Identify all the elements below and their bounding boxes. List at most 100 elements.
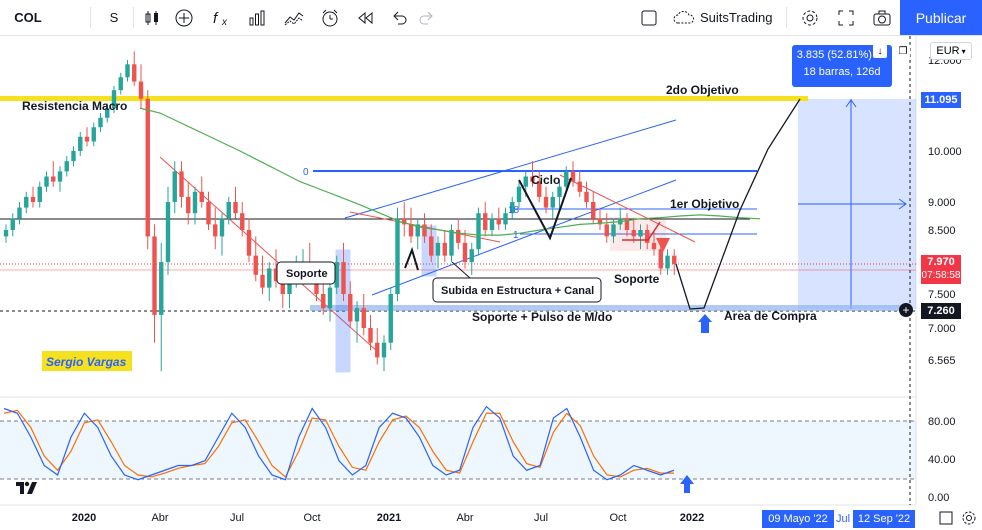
first-target-label: 1er Objetivo bbox=[670, 197, 739, 211]
candle-body bbox=[273, 268, 279, 282]
symbol-search[interactable]: COL bbox=[14, 10, 42, 25]
expand-icon[interactable] bbox=[834, 0, 858, 35]
candle-body bbox=[78, 136, 83, 151]
candle-body bbox=[550, 196, 555, 208]
downtrend-line-2 bbox=[559, 174, 696, 243]
camera-icon[interactable] bbox=[870, 0, 894, 35]
candle-body bbox=[631, 230, 636, 237]
support-callout-box bbox=[276, 261, 336, 285]
candle-body bbox=[253, 255, 258, 275]
replay-icon[interactable] bbox=[354, 0, 378, 35]
buy-arrow-up bbox=[698, 314, 712, 322]
candle-body bbox=[24, 196, 29, 208]
interval-selector[interactable]: S bbox=[109, 10, 119, 25]
settings-icon[interactable] bbox=[798, 0, 822, 35]
publish-button[interactable]: Publicar bbox=[900, 0, 982, 35]
candle-body bbox=[64, 161, 69, 172]
fib-label-18: 18 bbox=[508, 205, 520, 216]
candle-body bbox=[435, 242, 441, 256]
candle-body bbox=[57, 171, 63, 182]
projection-path bbox=[675, 98, 801, 310]
candle-body bbox=[408, 224, 414, 237]
candle-body bbox=[226, 202, 231, 219]
x-tick-label: Oct bbox=[609, 512, 626, 524]
candle-body bbox=[118, 77, 123, 91]
x-tick-label: Jul bbox=[534, 512, 548, 524]
add-icon[interactable] bbox=[172, 0, 196, 35]
cycle-label: Ciclo bbox=[531, 173, 560, 187]
candle-body bbox=[233, 202, 238, 214]
candle-body bbox=[267, 268, 272, 288]
candle-body bbox=[557, 186, 562, 197]
candle-body bbox=[145, 98, 150, 237]
candle-body bbox=[388, 294, 393, 343]
copy-icon[interactable]: ❐ bbox=[896, 44, 910, 58]
fib-label-one: 1 bbox=[513, 230, 519, 241]
small-zigzag bbox=[404, 246, 419, 271]
structure-callout-label: Subida en Estructura + Canal bbox=[441, 285, 594, 297]
support-label: Soporte bbox=[614, 272, 660, 286]
downtrend-line-1 bbox=[159, 156, 379, 353]
layout-name-button[interactable]: SuitsTrading bbox=[672, 0, 782, 35]
download-icon[interactable]: ↓ bbox=[873, 44, 887, 58]
templates-icon[interactable] bbox=[244, 0, 270, 35]
candle-body bbox=[213, 224, 218, 237]
candle-body bbox=[543, 196, 549, 208]
candle-body bbox=[456, 230, 461, 243]
toolbar-divider bbox=[90, 7, 91, 28]
stochastic-band bbox=[0, 421, 916, 479]
chart-settings-icon[interactable] bbox=[959, 508, 979, 528]
buy-arrow-stem bbox=[701, 321, 709, 333]
y-tick-label: 6.565 bbox=[928, 355, 956, 367]
candle-body bbox=[159, 262, 164, 315]
second-target-label: 2do Objetivo bbox=[666, 83, 739, 97]
goto-date-icon[interactable] bbox=[936, 508, 956, 528]
candle-body bbox=[240, 213, 245, 230]
compare-icon[interactable] bbox=[280, 0, 308, 35]
currency-label: EUR bbox=[936, 45, 960, 57]
undo-icon[interactable] bbox=[388, 0, 410, 35]
bar-countdown: 07:58:58 bbox=[921, 270, 961, 281]
svg-text:f: f bbox=[213, 10, 219, 27]
layout-name: SuitsTrading bbox=[700, 10, 773, 25]
support-band bbox=[310, 305, 902, 311]
candle-body bbox=[422, 224, 427, 237]
candle-body bbox=[51, 176, 56, 182]
candle-body bbox=[341, 262, 346, 294]
candle-body bbox=[37, 186, 42, 202]
candle-body bbox=[327, 287, 333, 309]
redo-icon[interactable] bbox=[416, 0, 438, 35]
candle-body bbox=[604, 224, 609, 237]
y-tick-label: 7.500 bbox=[928, 289, 956, 301]
fullscreen-icon[interactable] bbox=[638, 0, 660, 35]
candle-body bbox=[510, 202, 515, 214]
candle-body bbox=[206, 202, 211, 225]
candle-body bbox=[489, 218, 495, 230]
fib-label-zero: 0 bbox=[303, 167, 309, 178]
candle-body bbox=[361, 308, 366, 328]
structure-callout-pointer bbox=[451, 261, 471, 279]
candle-body bbox=[462, 242, 468, 263]
candle-body bbox=[415, 224, 420, 237]
candle-body bbox=[658, 249, 663, 269]
candle-body bbox=[152, 236, 157, 315]
candle-body bbox=[476, 213, 481, 250]
candle-body bbox=[516, 186, 522, 202]
y-tick-label: 8.500 bbox=[928, 225, 956, 237]
candle-body bbox=[280, 281, 285, 294]
svg-text:x: x bbox=[221, 17, 228, 27]
candle-body bbox=[591, 202, 596, 219]
candle-body bbox=[348, 294, 353, 322]
red-path bbox=[622, 221, 661, 241]
price-tag-target: 11.095 bbox=[921, 92, 961, 108]
add-level-icon[interactable]: + bbox=[899, 303, 913, 317]
candle-body bbox=[381, 342, 387, 358]
alert-icon[interactable] bbox=[316, 0, 344, 35]
candle-body bbox=[105, 108, 110, 118]
candle-body bbox=[132, 64, 137, 82]
candle-body bbox=[219, 218, 225, 237]
candles-icon[interactable] bbox=[140, 0, 164, 35]
currency-selector[interactable]: EUR ▾ bbox=[930, 42, 972, 60]
